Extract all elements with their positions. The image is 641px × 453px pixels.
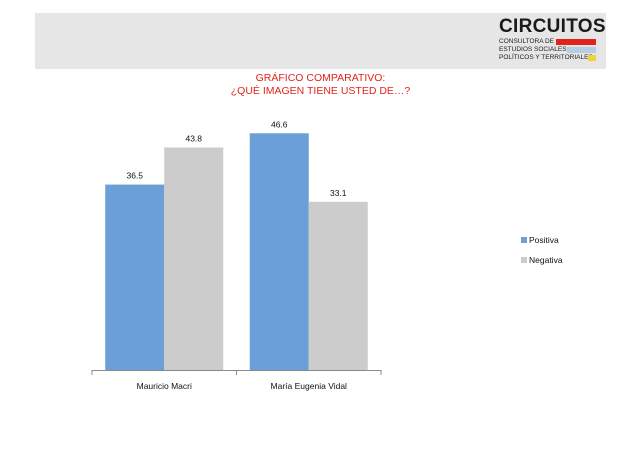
legend-swatch-negativa xyxy=(521,257,527,263)
logo-color-bar-blue xyxy=(567,47,596,53)
logo-line-2: ESTUDIOS SOCIALES, xyxy=(499,46,569,53)
data-label-positiva-2: 46.6 xyxy=(271,119,288,129)
data-label-positiva-1: 36.5 xyxy=(126,171,143,181)
logo-color-bar-yellow xyxy=(588,55,596,61)
legend-label-negativa: Negativa xyxy=(529,255,563,265)
chart-title-line-1: GRÁFICO COMPARATIVO: xyxy=(255,72,386,84)
circuitos-logo: CIRCUITOS CONSULTORA DE ESTUDIOS SOCIALE… xyxy=(499,16,606,67)
bar-positiva-1 xyxy=(105,184,165,370)
chart-title-line-2: ¿QUÉ IMAGEN TIENE USTED DE…? xyxy=(230,85,411,97)
legend-swatch-positiva xyxy=(521,237,527,243)
logo-brand: CIRCUITOS xyxy=(499,16,606,37)
x-tick-label-2: María Eugenia Vidal xyxy=(271,381,348,391)
logo-line-3: POLÍTICOS Y TERRITORIALES xyxy=(499,54,593,61)
data-label-negativa-1: 43.8 xyxy=(185,133,202,143)
chart-title: GRÁFICO COMPARATIVO: ¿QUÉ IMAGEN TIENE U… xyxy=(0,72,641,98)
x-tick-label-1: Mauricio Macri xyxy=(137,381,192,391)
header-band xyxy=(35,13,606,69)
logo-line-1: CONSULTORA DE xyxy=(499,38,555,45)
bar-negativa-1 xyxy=(164,147,224,370)
bar-negativa-2 xyxy=(308,201,368,370)
logo-color-bar-red xyxy=(556,39,596,45)
data-label-negativa-2: 33.1 xyxy=(330,188,347,198)
bar-positiva-2 xyxy=(249,133,309,370)
legend-label-positiva: Positiva xyxy=(529,235,559,245)
